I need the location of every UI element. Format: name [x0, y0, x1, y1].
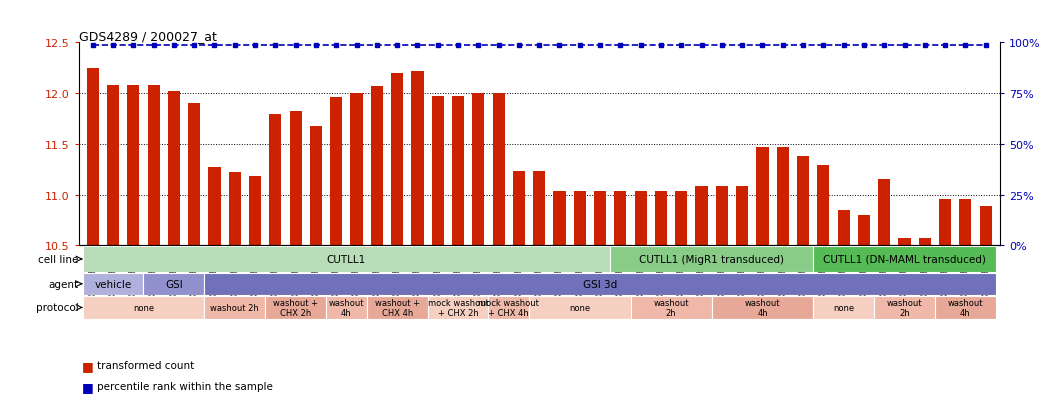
Bar	[615, 191, 626, 246]
Text: percentile rank within the sample: percentile rank within the sample	[97, 381, 273, 391]
Bar	[188, 104, 200, 246]
Text: washout
4h: washout 4h	[948, 298, 983, 317]
Text: cell line: cell line	[39, 254, 79, 264]
Bar	[634, 191, 647, 246]
Bar	[857, 216, 870, 246]
Bar	[489, 296, 529, 320]
Text: GSI: GSI	[165, 279, 183, 289]
Bar	[472, 94, 485, 246]
Text: washout +
CHX 2h: washout + CHX 2h	[273, 298, 318, 317]
Bar	[128, 86, 139, 246]
Bar	[574, 191, 586, 246]
Text: transformed count: transformed count	[97, 361, 195, 370]
Bar	[918, 239, 931, 246]
Text: CUTLL1 (MigR1 transduced): CUTLL1 (MigR1 transduced)	[640, 254, 784, 264]
Text: vehicle: vehicle	[94, 279, 132, 289]
Bar	[939, 199, 951, 246]
Text: washout
4h: washout 4h	[744, 298, 780, 317]
Text: washout
4h: washout 4h	[329, 298, 364, 317]
Bar	[310, 126, 322, 246]
Bar	[204, 296, 265, 320]
Bar	[814, 296, 874, 320]
Bar	[492, 94, 505, 246]
Bar	[797, 157, 809, 246]
Bar	[814, 247, 996, 272]
Bar	[427, 296, 489, 320]
Bar	[366, 296, 427, 320]
Bar	[874, 296, 935, 320]
Text: none: none	[570, 303, 591, 312]
Bar	[411, 72, 424, 246]
Text: none: none	[833, 303, 854, 312]
Bar	[107, 86, 119, 246]
Bar	[959, 199, 972, 246]
Bar	[675, 191, 687, 246]
Text: washout
2h: washout 2h	[653, 298, 689, 317]
Bar	[83, 273, 143, 295]
Text: protocol: protocol	[36, 303, 79, 313]
Bar	[878, 180, 890, 246]
Text: CUTLL1: CUTLL1	[327, 254, 366, 264]
Bar	[554, 191, 565, 246]
Bar	[838, 210, 850, 246]
Text: washout
2h: washout 2h	[887, 298, 922, 317]
Bar	[712, 296, 814, 320]
Bar	[452, 97, 464, 246]
Bar	[228, 173, 241, 246]
Bar	[351, 94, 362, 246]
Text: washout 2h: washout 2h	[210, 303, 260, 312]
Bar	[208, 168, 221, 246]
Text: GSI 3d: GSI 3d	[583, 279, 618, 289]
Text: CUTLL1 (DN-MAML transduced): CUTLL1 (DN-MAML transduced)	[823, 254, 986, 264]
Bar	[594, 191, 606, 246]
Bar	[249, 177, 261, 246]
Text: washout +
CHX 4h: washout + CHX 4h	[375, 298, 420, 317]
Bar	[431, 97, 444, 246]
Bar	[392, 74, 403, 246]
Bar	[695, 186, 708, 246]
Bar	[513, 172, 525, 246]
Bar	[716, 186, 728, 246]
Bar	[654, 191, 667, 246]
Bar	[87, 69, 98, 246]
Bar	[777, 147, 788, 246]
Bar	[290, 112, 302, 246]
Bar	[610, 247, 814, 272]
Bar	[371, 87, 383, 246]
Bar	[326, 296, 366, 320]
Bar	[630, 296, 712, 320]
Bar	[898, 239, 911, 246]
Text: ■: ■	[82, 359, 93, 372]
Bar	[529, 296, 630, 320]
Bar	[980, 206, 992, 246]
Bar	[204, 273, 996, 295]
Text: none: none	[133, 303, 154, 312]
Bar	[143, 273, 204, 295]
Text: ■: ■	[82, 380, 93, 393]
Bar	[265, 296, 326, 320]
Text: agent: agent	[48, 279, 79, 289]
Text: mock washout
+ CHX 2h: mock washout + CHX 2h	[427, 298, 489, 317]
Text: GDS4289 / 200027_at: GDS4289 / 200027_at	[79, 31, 217, 43]
Bar	[935, 296, 996, 320]
Bar	[168, 92, 180, 246]
Bar	[736, 186, 749, 246]
Bar	[83, 296, 204, 320]
Bar	[533, 172, 545, 246]
Text: mock washout
+ CHX 4h: mock washout + CHX 4h	[478, 298, 539, 317]
Bar	[148, 86, 160, 246]
Bar	[83, 247, 610, 272]
Bar	[818, 166, 829, 246]
Bar	[269, 114, 282, 246]
Bar	[756, 147, 768, 246]
Bar	[330, 98, 342, 246]
